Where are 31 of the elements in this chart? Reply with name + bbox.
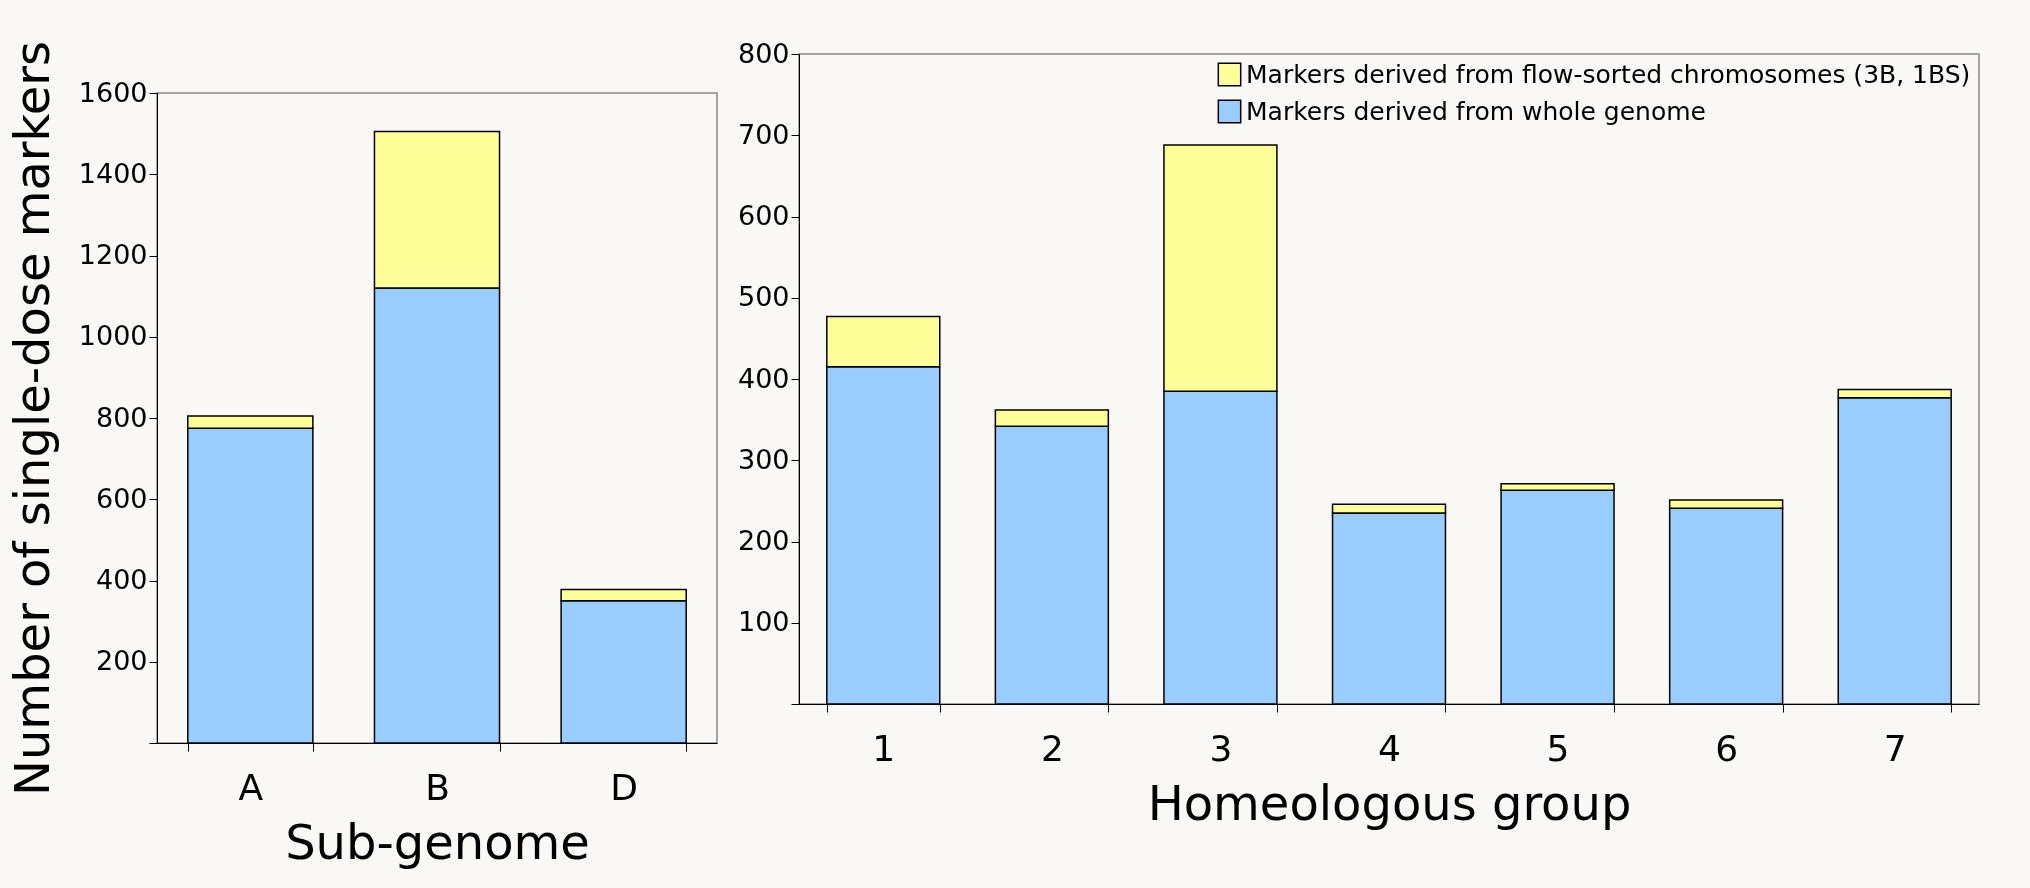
y-tick-label: 1000 (78, 320, 148, 352)
y-tick-label: 100 (737, 606, 790, 638)
y-tick-label: 1400 (78, 157, 148, 189)
y-tick-label: 1600 (78, 76, 148, 108)
y-tick-label: 700 (737, 118, 790, 150)
x-tick-label: D (610, 766, 639, 808)
x-tick-label: 2 (1040, 727, 1064, 769)
x-tick-label: A (238, 766, 264, 808)
x-tick-label: 1 (872, 727, 896, 769)
y-tick-label: 300 (737, 443, 790, 475)
x-tick-label: 6 (1715, 727, 1739, 769)
y-tick-label: 1200 (78, 239, 148, 270)
x-tick-label: 7 (1883, 727, 1907, 769)
y-tick-label: 200 (737, 525, 790, 556)
y-tick-label: 200 (95, 645, 148, 677)
x-tick-label: 4 (1378, 727, 1401, 769)
legend-label: Markers derived from flow-sorted chromosomes (3B, 1BS) (1246, 59, 1971, 89)
y-tick-label: 400 (95, 564, 148, 595)
x-axis-title: Sub-genome (285, 813, 590, 870)
y-tick-label: 500 (737, 281, 790, 313)
y-tick-label: 800 (737, 37, 790, 69)
y-tick-label: 600 (95, 482, 148, 514)
x-tick-label: 3 (1209, 727, 1233, 769)
legend-label: Markers derived from whole genome (1246, 96, 1706, 126)
y-tick-label: 400 (737, 362, 790, 394)
y-axis-title: Number of single-dose markers (3, 41, 60, 796)
y-tick-label: 800 (95, 401, 148, 433)
x-tick-label: B (425, 766, 450, 808)
y-tick-label: 600 (737, 200, 790, 231)
x-axis-title: Homeologous group (1147, 774, 1632, 831)
x-tick-label: 5 (1546, 727, 1570, 769)
